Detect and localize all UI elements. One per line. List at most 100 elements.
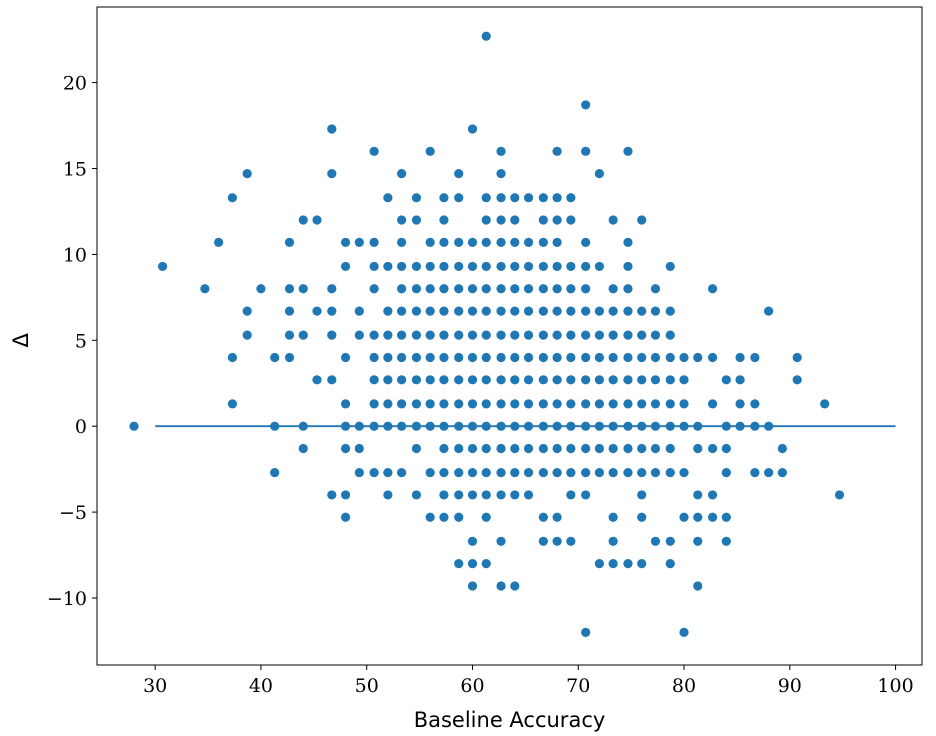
scatter-point bbox=[510, 237, 520, 247]
scatter-point bbox=[454, 443, 464, 454]
scatter-point bbox=[510, 306, 520, 316]
scatter-point bbox=[538, 261, 548, 272]
y-tick-label: 15 bbox=[63, 158, 87, 180]
scatter-point bbox=[425, 146, 435, 156]
scatter-point bbox=[581, 100, 591, 110]
scatter-point bbox=[425, 467, 435, 478]
scatter-point bbox=[594, 352, 605, 363]
scatter-point bbox=[637, 399, 647, 409]
scatter-point bbox=[608, 559, 618, 569]
scatter-point bbox=[354, 306, 364, 316]
scatter-point bbox=[270, 352, 280, 363]
scatter-point bbox=[581, 352, 591, 363]
scatter-point bbox=[552, 215, 562, 225]
scatter-point bbox=[467, 124, 478, 134]
scatter-point bbox=[594, 169, 605, 179]
scatter-point bbox=[637, 306, 647, 316]
y-axis-label: Δ bbox=[9, 332, 33, 347]
scatter-point bbox=[721, 536, 731, 546]
scatter-point bbox=[566, 375, 576, 385]
scatter-point bbox=[411, 284, 422, 294]
y-tick-label: −5 bbox=[59, 502, 87, 524]
scatter-point bbox=[538, 467, 548, 478]
x-axis-label: Baseline Accuracy bbox=[414, 708, 606, 732]
y-axis-ticks: −10 −5 0 5 10 15 20 bbox=[47, 73, 97, 610]
scatter-point bbox=[496, 581, 506, 591]
scatter-point bbox=[340, 399, 351, 409]
scatter-point bbox=[523, 193, 534, 203]
scatter-point bbox=[538, 284, 548, 294]
scatter-point bbox=[623, 375, 633, 385]
scatter-point bbox=[467, 284, 478, 294]
scatter-point bbox=[650, 330, 661, 340]
scatter-point bbox=[679, 399, 689, 409]
scatter-point bbox=[623, 330, 633, 340]
scatter-point bbox=[467, 306, 478, 316]
scatter-point bbox=[538, 399, 548, 409]
scatter-point bbox=[454, 467, 464, 478]
scatter-point bbox=[523, 399, 534, 409]
scatter-point bbox=[665, 306, 675, 316]
scatter-point bbox=[581, 467, 591, 478]
scatter-point bbox=[439, 237, 449, 247]
scatter-point bbox=[665, 330, 675, 340]
scatter-point bbox=[538, 375, 548, 385]
scatter-point bbox=[538, 536, 548, 546]
scatter-point bbox=[439, 399, 449, 409]
scatter-point bbox=[566, 399, 576, 409]
scatter-point bbox=[637, 490, 647, 500]
scatter-point bbox=[327, 330, 337, 340]
scatter-point bbox=[581, 375, 591, 385]
scatter-point bbox=[594, 467, 605, 478]
scatter-point bbox=[369, 467, 379, 478]
scatter-point bbox=[340, 512, 351, 522]
scatter-point bbox=[496, 237, 506, 247]
x-tick-label: 50 bbox=[355, 675, 379, 697]
scatter-point bbox=[834, 490, 845, 500]
scatter-point bbox=[707, 284, 718, 294]
scatter-point bbox=[594, 261, 605, 272]
scatter-point bbox=[397, 330, 407, 340]
scatter-point bbox=[608, 306, 618, 316]
scatter-point bbox=[637, 330, 647, 340]
scatter-point bbox=[411, 306, 422, 316]
scatter-point bbox=[594, 306, 605, 316]
scatter-point bbox=[481, 467, 491, 478]
scatter-point bbox=[439, 193, 449, 203]
scatter-point bbox=[608, 467, 618, 478]
scatter-point bbox=[650, 399, 661, 409]
scatter-point bbox=[454, 399, 464, 409]
scatter-point bbox=[284, 352, 295, 363]
scatter-point bbox=[523, 467, 534, 478]
scatter-point bbox=[439, 261, 449, 272]
scatter-point bbox=[227, 193, 237, 203]
scatter-point bbox=[693, 512, 703, 522]
scatter-point bbox=[552, 536, 562, 546]
scatter-point bbox=[383, 306, 393, 316]
scatter-point bbox=[496, 399, 506, 409]
scatter-point bbox=[792, 352, 802, 363]
x-tick-label: 40 bbox=[249, 675, 273, 697]
scatter-point bbox=[538, 215, 548, 225]
scatter-point bbox=[454, 237, 464, 247]
scatter-point bbox=[242, 169, 252, 179]
scatter-point bbox=[496, 375, 506, 385]
scatter-point bbox=[581, 284, 591, 294]
scatter-point bbox=[552, 443, 562, 454]
scatter-point bbox=[623, 399, 633, 409]
scatter-point bbox=[665, 467, 675, 478]
scatter-point bbox=[496, 330, 506, 340]
scatter-point bbox=[369, 399, 379, 409]
scatter-point bbox=[454, 261, 464, 272]
scatter-point bbox=[623, 559, 633, 569]
scatter-point bbox=[383, 375, 393, 385]
y-tick-label: −10 bbox=[47, 588, 87, 610]
scatter-point bbox=[397, 284, 407, 294]
scatter-point bbox=[608, 215, 618, 225]
x-tick-label: 90 bbox=[778, 675, 802, 697]
scatter-point bbox=[650, 536, 661, 546]
scatter-point bbox=[523, 375, 534, 385]
scatter-point bbox=[340, 443, 351, 454]
scatter-point bbox=[467, 559, 478, 569]
plot-frame bbox=[96, 6, 923, 666]
